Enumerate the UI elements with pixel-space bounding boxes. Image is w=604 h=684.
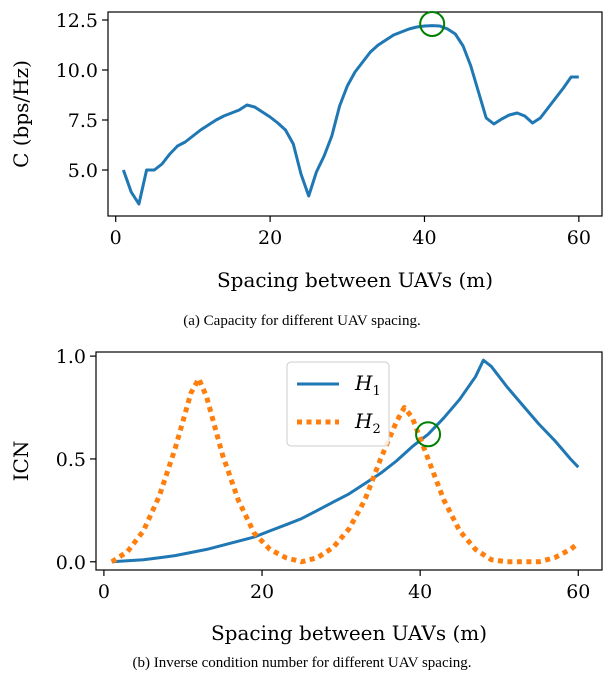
x-tick-label: 0	[98, 581, 110, 603]
x-tick-label: 40	[408, 581, 432, 603]
x-tick-label: 20	[250, 581, 274, 603]
series-line-2	[110, 376, 580, 565]
legend-subscript: 2	[372, 422, 380, 437]
chart-a: 0 20 40 60 5.0 7.5 10.0 12.5 Spacing between UAV…	[9, 10, 603, 329]
x-tick-label: 60	[567, 227, 591, 249]
y-tick-label: 12.5	[56, 10, 98, 32]
series-line-1	[111, 358, 580, 564]
x-axis-title: Spacing between UAVs (m)	[211, 621, 487, 645]
x-tick-label: 0	[110, 227, 122, 249]
series-line-1	[121, 24, 579, 206]
x-tick-label: 60	[566, 581, 590, 603]
chart-caption: (b) Inverse condition number for differe…	[132, 655, 471, 671]
legend-subscript: 1	[372, 384, 380, 399]
chart-caption: (a) Capacity for different UAV spacing.	[183, 313, 420, 329]
x-axis-title: Spacing between UAVs (m)	[217, 268, 493, 292]
y-tick-label: 0.0	[56, 552, 86, 574]
y-tick-label: 1.0	[56, 346, 86, 368]
plot-frame	[107, 11, 603, 217]
x-tick-label: 40	[412, 227, 436, 249]
y-axis-title: C (bps/Hz)	[9, 60, 33, 168]
y-tick-label: 0.5	[56, 449, 86, 471]
y-axis-title: ICN	[9, 441, 33, 482]
chart-b: 0 20 40 60 0.0 0.5 1.0 Spacing between UAVs (m)…	[9, 346, 603, 671]
y-tick-label: 5.0	[68, 160, 98, 182]
plot-frame	[95, 351, 603, 571]
y-tick-label: 10.0	[56, 60, 98, 82]
highlight-circle	[419, 11, 446, 37]
highlight-circle	[415, 421, 442, 448]
x-tick-label: 20	[258, 227, 282, 249]
y-tick-label: 7.5	[68, 110, 98, 132]
